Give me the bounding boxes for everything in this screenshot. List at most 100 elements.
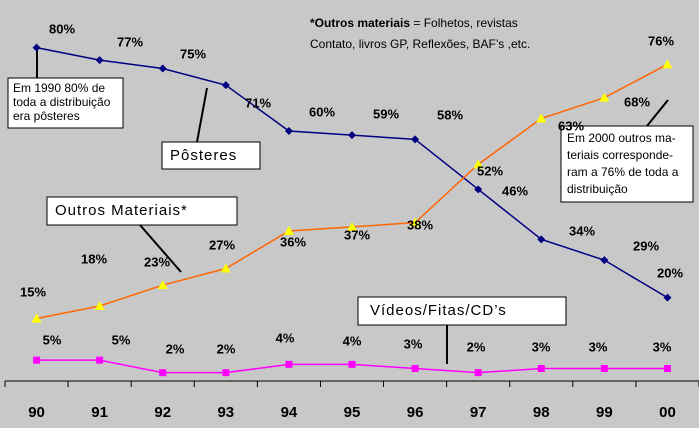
x-tick-label: 98 — [533, 404, 550, 421]
marker — [32, 43, 41, 52]
value-label: 20% — [657, 265, 683, 280]
x-tick-label: 93 — [217, 404, 234, 421]
value-label: 37% — [344, 227, 370, 242]
pointer — [646, 99, 669, 127]
marker — [94, 301, 105, 310]
value-label: 2% — [467, 339, 486, 354]
value-label: 2% — [217, 341, 236, 356]
marker — [31, 313, 42, 323]
value-label: 46% — [502, 183, 528, 198]
marker — [284, 127, 293, 135]
pointer — [139, 224, 182, 273]
legend-box — [46, 196, 238, 226]
marker — [348, 360, 356, 368]
value-label: 76% — [648, 33, 674, 48]
value-label: 18% — [81, 251, 107, 266]
legend-label: Outros Materiais* — [55, 202, 188, 219]
marker — [600, 256, 609, 265]
pointer — [196, 87, 208, 143]
x-tick-label: 00 — [659, 404, 676, 421]
marker — [220, 263, 231, 273]
callout-text: distribuição — [567, 182, 628, 196]
note: *Outros materiais = Folhetos, revistas — [310, 16, 518, 30]
value-label: 77% — [117, 34, 143, 49]
marker — [221, 81, 230, 90]
value-label: 52% — [477, 163, 503, 178]
value-label: 3% — [532, 339, 551, 354]
marker — [473, 159, 484, 169]
value-label: 68% — [624, 94, 650, 109]
x-tick-label: 94 — [281, 404, 298, 421]
legend-box — [357, 296, 567, 326]
callout-text: ram a 76% de toda a — [567, 165, 679, 179]
marker — [599, 92, 610, 102]
x-tick-label: 95 — [344, 404, 361, 421]
marker — [600, 365, 608, 372]
x-tick-label: 92 — [154, 404, 171, 421]
marker — [411, 365, 419, 372]
callout-text: Em 1990 80% de — [13, 81, 105, 95]
callout-box — [7, 77, 124, 129]
value-label: 34% — [569, 223, 595, 238]
marker — [348, 131, 356, 140]
callout-text: toda a distribuição — [13, 95, 111, 109]
callout-box — [560, 125, 694, 203]
marker — [157, 280, 168, 290]
marker — [222, 369, 230, 377]
value-label: 3% — [653, 339, 672, 354]
legend-label: Vídeos/Fitas/CD’s — [370, 302, 507, 319]
x-tick-label: 97 — [470, 404, 487, 421]
legend-box — [161, 141, 261, 170]
value-label: 59% — [373, 106, 399, 121]
value-label: 27% — [209, 237, 235, 252]
marker — [474, 185, 483, 194]
marker — [95, 56, 104, 65]
value-label: 38% — [407, 217, 433, 232]
value-label: 80% — [49, 21, 75, 36]
marker — [347, 221, 357, 231]
value-label: 4% — [343, 333, 362, 348]
marker — [33, 356, 41, 364]
value-label: 63% — [558, 118, 584, 133]
value-label: 3% — [589, 339, 608, 354]
note-rest: = Folhetos, revistas — [410, 16, 518, 30]
marker — [283, 226, 294, 235]
marker — [411, 135, 420, 144]
callout-text: era pôsteres — [13, 109, 80, 123]
value-label: 15% — [20, 284, 46, 299]
marker — [159, 369, 167, 377]
x-tick-label: 99 — [596, 404, 613, 421]
note-bold: *Outros materiais — [310, 16, 410, 30]
marker — [662, 59, 673, 69]
marker — [96, 356, 104, 364]
value-label: 4% — [276, 330, 295, 345]
marker — [537, 235, 546, 244]
value-label: 3% — [404, 336, 423, 351]
marker — [410, 217, 421, 227]
value-label: 23% — [144, 254, 170, 269]
value-label: 60% — [309, 104, 335, 119]
note-line: Contato, livros GP, Reflexões, BAF’s ,et… — [310, 37, 530, 51]
value-label: 29% — [633, 238, 659, 253]
value-label: 71% — [245, 95, 271, 110]
marker — [663, 365, 671, 372]
marker — [474, 369, 482, 377]
legend-label: Pôsteres — [170, 147, 237, 164]
value-label: 5% — [43, 332, 62, 347]
marker — [537, 365, 545, 372]
callout-text: Em 2000 outros ma- — [567, 131, 676, 145]
marker — [158, 64, 167, 73]
x-tick-label: 90 — [28, 404, 45, 421]
callout-text: teriais corresponde- — [567, 148, 673, 162]
marker — [663, 293, 672, 302]
value-label: 75% — [180, 46, 206, 61]
marker — [536, 113, 547, 123]
value-label: 58% — [437, 107, 463, 122]
x-tick-label: 96 — [407, 404, 424, 421]
value-label: 36% — [280, 234, 306, 249]
x-tick-label: 91 — [91, 404, 108, 421]
marker — [285, 360, 293, 368]
value-label: 5% — [112, 332, 131, 347]
value-label: 2% — [166, 341, 185, 356]
